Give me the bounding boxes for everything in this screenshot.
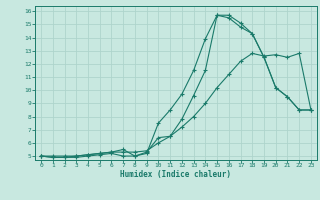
X-axis label: Humidex (Indice chaleur): Humidex (Indice chaleur): [121, 170, 231, 179]
